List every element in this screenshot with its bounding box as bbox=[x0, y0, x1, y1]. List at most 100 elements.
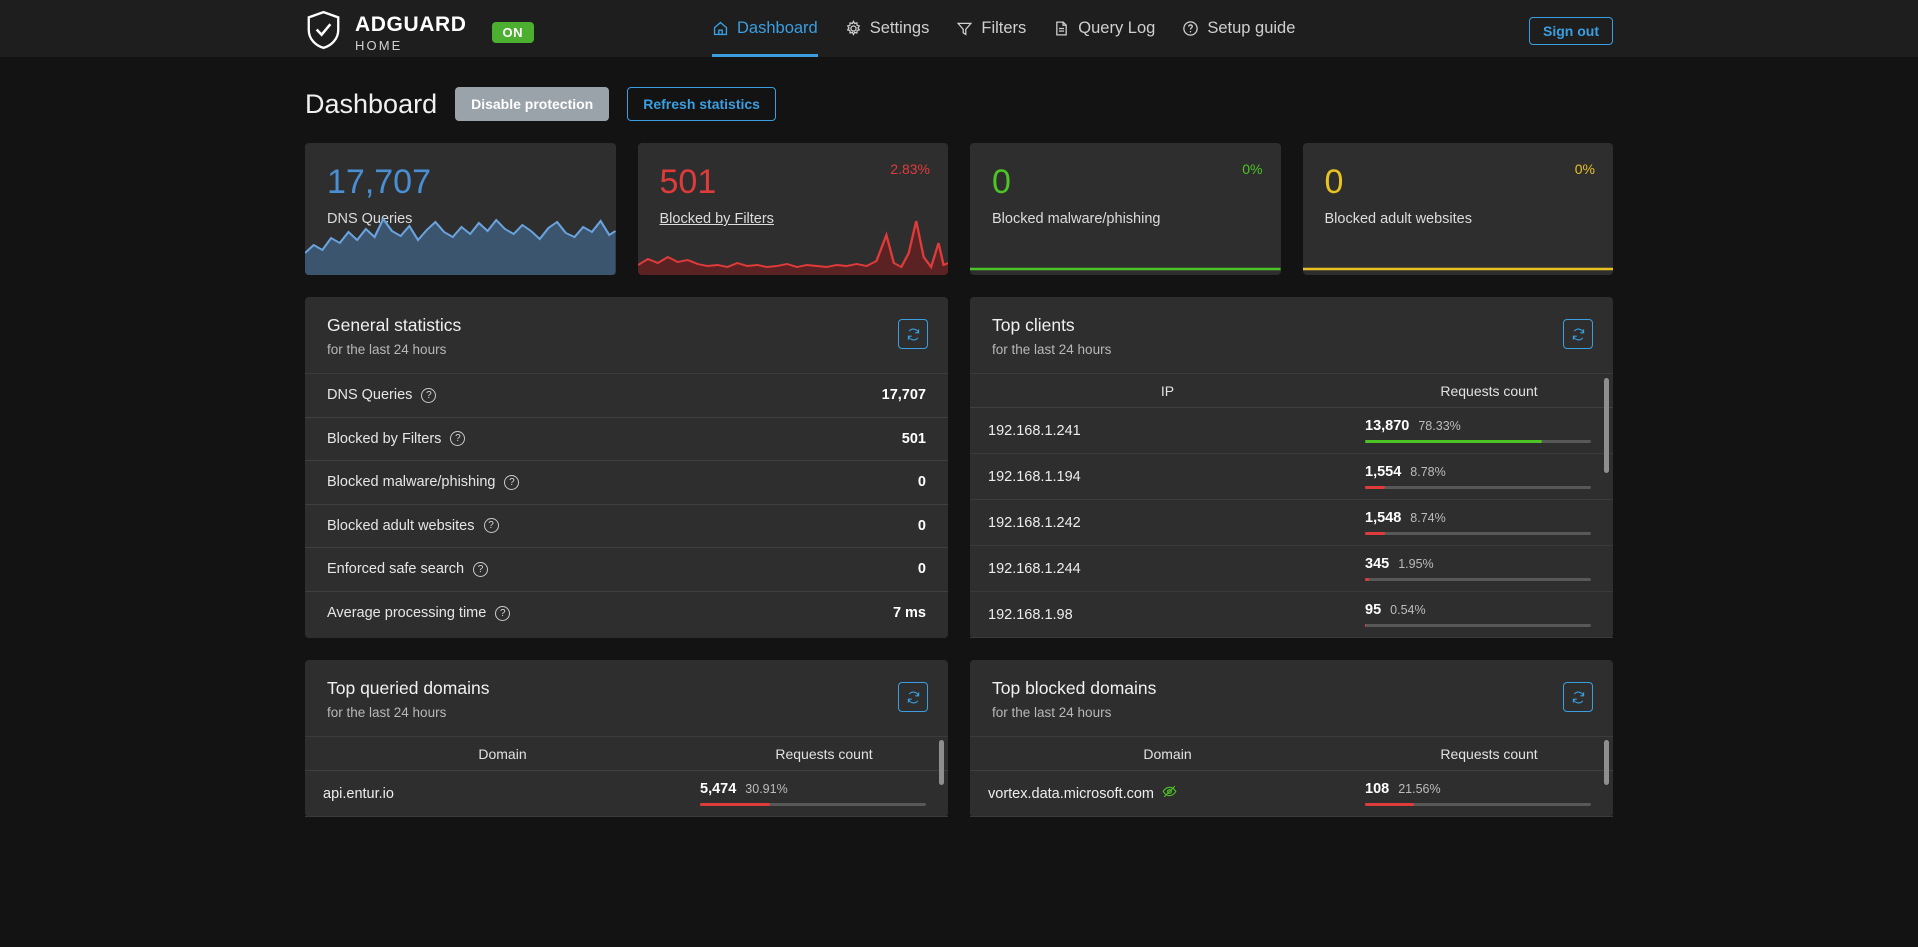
table-row[interactable]: 192.168.1.242 1,548 8.74% bbox=[970, 500, 1613, 546]
top-clients-header: Top clients for the last 24 hours bbox=[970, 297, 1613, 374]
client-ip[interactable]: 192.168.1.244 bbox=[988, 560, 1081, 577]
top-clients-table: IP Requests count 192.168.1.241 13,870 7… bbox=[970, 374, 1613, 638]
nav-label-settings: Settings bbox=[869, 19, 930, 37]
table-row[interactable]: 192.168.1.241 13,870 78.33% bbox=[970, 408, 1613, 454]
table-row[interactable]: 192.168.1.194 1,554 8.78% bbox=[970, 454, 1613, 500]
help-icon[interactable]: ? bbox=[483, 518, 499, 534]
stat-value-blocked-malware: 0 bbox=[992, 163, 1011, 201]
gs-row-dns-queries: DNS Queries? 17,707 bbox=[305, 374, 948, 418]
top-clients-scrollbar[interactable] bbox=[1604, 378, 1609, 473]
client-bar-fill bbox=[1365, 440, 1543, 443]
stat-label-dns-queries: DNS Queries bbox=[327, 211, 413, 227]
nav-label-query-log: Query Log bbox=[1078, 19, 1156, 37]
top-queried-domains-header: Top queried domains for the last 24 hour… bbox=[305, 660, 948, 737]
domain-name[interactable]: vortex.data.microsoft.com bbox=[988, 785, 1154, 802]
stat-card-blocked-malware[interactable]: 0% 0 Blocked malware/phishing bbox=[970, 143, 1281, 275]
nav-item-query-log[interactable]: Query Log bbox=[1053, 0, 1155, 57]
top-blocked-col-domain: Domain bbox=[1143, 745, 1192, 762]
table-row[interactable]: api.entur.io 5,474 30.91% bbox=[305, 771, 948, 817]
gs-row-blocked-malware: Blocked malware/phishing? 0 bbox=[305, 461, 948, 505]
table-row[interactable]: vortex.data.microsoft.com bbox=[970, 771, 1613, 817]
nav-item-setup-guide[interactable]: Setup guide bbox=[1182, 0, 1295, 57]
top-clients-subtitle: for the last 24 hours bbox=[992, 342, 1112, 357]
help-icon[interactable]: ? bbox=[450, 431, 466, 447]
top-blocked-domains-panel: Top blocked domains for the last 24 hour… bbox=[970, 660, 1613, 817]
top-queried-domains-columns: Domain Requests count bbox=[305, 737, 948, 771]
client-ip[interactable]: 192.168.1.242 bbox=[988, 514, 1081, 531]
dashboard-content: 17,707 DNS Queries 2.83% 501 Blocked by … bbox=[0, 143, 1918, 817]
brand-logo[interactable]: ADGUARD HOME ON bbox=[305, 10, 535, 55]
top-blocked-domains-scrollbar[interactable] bbox=[1604, 740, 1609, 785]
document-icon bbox=[1053, 20, 1070, 37]
sign-out-button[interactable]: Sign out bbox=[1529, 17, 1613, 45]
stat-card-blocked-by-filters[interactable]: 2.83% 501 Blocked by Filters bbox=[637, 143, 948, 275]
client-ip[interactable]: 192.168.1.241 bbox=[988, 422, 1081, 439]
panels-row-2: Top queried domains for the last 24 hour… bbox=[305, 660, 1613, 817]
nav-item-filters[interactable]: Filters bbox=[956, 0, 1026, 57]
top-queried-domains-table: Domain Requests count api.entur.io 5,474… bbox=[305, 737, 948, 817]
refresh-icon[interactable] bbox=[1563, 319, 1593, 349]
client-ip[interactable]: 192.168.1.194 bbox=[988, 468, 1081, 485]
top-blocked-domains-table: Domain Requests count vortex.data.micros… bbox=[970, 737, 1613, 817]
top-clients-col-count: Requests count bbox=[1440, 382, 1538, 399]
stat-card-dns-queries[interactable]: 17,707 DNS Queries bbox=[305, 143, 616, 275]
nav-item-dashboard[interactable]: Dashboard bbox=[712, 0, 818, 57]
gs-label-safe-search: Enforced safe search bbox=[327, 561, 465, 578]
domain-name[interactable]: api.entur.io bbox=[323, 785, 394, 802]
client-bar-fill bbox=[1365, 532, 1385, 535]
client-count: 345 bbox=[1365, 556, 1390, 572]
page-title: Dashboard bbox=[305, 88, 438, 119]
stat-label-blocked-malware: Blocked malware/phishing bbox=[992, 211, 1161, 227]
domain-bar-fill bbox=[1365, 803, 1414, 806]
top-queried-domains-scrollbar[interactable] bbox=[939, 740, 944, 785]
help-icon[interactable]: ? bbox=[421, 387, 437, 403]
protection-status-badge: ON bbox=[491, 22, 535, 43]
general-statistics-panel: General statistics for the last 24 hours… bbox=[305, 297, 948, 638]
domain-bar-track bbox=[700, 803, 926, 806]
gs-value-blocked-malware: 0 bbox=[917, 474, 926, 491]
client-count: 95 bbox=[1365, 602, 1382, 618]
client-percent: 1.95% bbox=[1398, 557, 1434, 571]
sparkline-blocked-adult bbox=[1302, 213, 1613, 275]
disable-protection-button[interactable]: Disable protection bbox=[455, 87, 610, 121]
domain-percent: 21.56% bbox=[1398, 782, 1441, 796]
blocked-eye-icon[interactable] bbox=[1162, 784, 1177, 803]
help-icon[interactable]: ? bbox=[495, 605, 511, 621]
help-icon[interactable]: ? bbox=[504, 474, 520, 490]
client-bar-track bbox=[1365, 624, 1591, 627]
table-row[interactable]: 192.168.1.244 345 1.95% bbox=[970, 546, 1613, 592]
client-percent: 8.78% bbox=[1410, 465, 1446, 479]
refresh-icon[interactable] bbox=[1563, 682, 1593, 712]
client-percent: 0.54% bbox=[1390, 603, 1426, 617]
stat-percent-blocked-malware: 0% bbox=[1242, 161, 1263, 177]
general-statistics-subtitle: for the last 24 hours bbox=[327, 342, 447, 357]
page-header: Dashboard Disable protection Refresh sta… bbox=[0, 57, 1918, 121]
stat-label-blocked-by-filters[interactable]: Blocked by Filters bbox=[659, 211, 774, 227]
gs-label-blocked-adult: Blocked adult websites bbox=[327, 517, 475, 534]
gs-value-safe-search: 0 bbox=[917, 561, 926, 578]
top-clients-title: Top clients bbox=[992, 315, 1075, 335]
top-clients-columns: IP Requests count bbox=[970, 374, 1613, 408]
nav-item-settings[interactable]: Settings bbox=[845, 0, 930, 57]
refresh-statistics-button[interactable]: Refresh statistics bbox=[627, 87, 776, 121]
table-row[interactable]: 192.168.1.98 95 0.54% bbox=[970, 592, 1613, 638]
top-queried-domains-panel: Top queried domains for the last 24 hour… bbox=[305, 660, 948, 817]
brand-subtitle: HOME bbox=[355, 37, 403, 53]
client-ip[interactable]: 192.168.1.98 bbox=[988, 606, 1073, 623]
brand-name: ADGUARD bbox=[355, 12, 467, 36]
client-bar-track bbox=[1365, 532, 1591, 535]
client-count: 1,554 bbox=[1365, 464, 1402, 480]
stat-value-blocked-adult: 0 bbox=[1324, 163, 1344, 201]
help-icon[interactable]: ? bbox=[473, 561, 489, 577]
stat-label-blocked-adult: Blocked adult websites bbox=[1324, 211, 1473, 227]
client-bar-track bbox=[1365, 578, 1591, 581]
client-bar-track bbox=[1365, 486, 1591, 489]
stat-card-blocked-adult[interactable]: 0% 0 Blocked adult websites bbox=[1302, 143, 1613, 275]
refresh-icon[interactable] bbox=[898, 319, 928, 349]
general-statistics-header: General statistics for the last 24 hours bbox=[305, 297, 948, 374]
client-bar-fill bbox=[1365, 624, 1367, 627]
gs-value-dns-queries: 17,707 bbox=[881, 387, 926, 404]
top-blocked-domains-subtitle: for the last 24 hours bbox=[992, 705, 1112, 720]
refresh-icon[interactable] bbox=[898, 682, 928, 712]
